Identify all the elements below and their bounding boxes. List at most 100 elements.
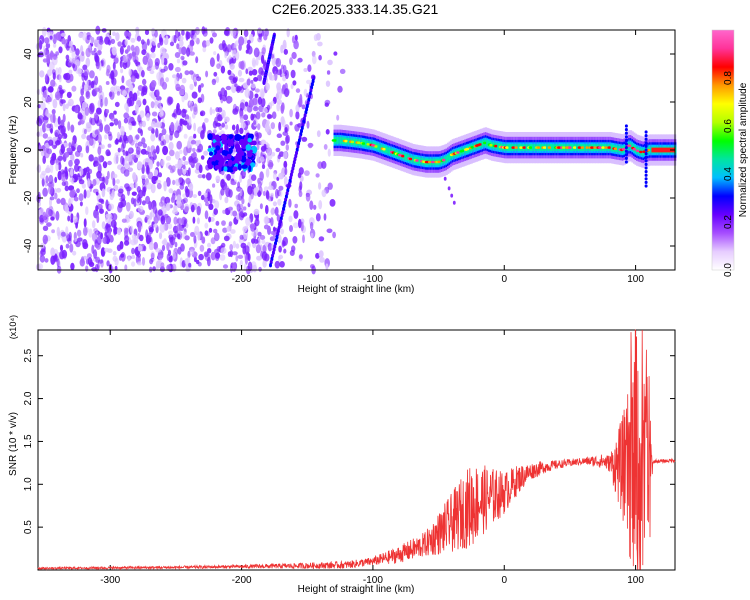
noise-blob bbox=[153, 241, 158, 250]
noise-blob bbox=[284, 69, 289, 80]
noise-blob bbox=[136, 194, 141, 204]
noise-blob bbox=[134, 104, 139, 112]
noise-blob bbox=[96, 36, 103, 41]
noise-blob bbox=[323, 144, 328, 150]
noise-blob bbox=[50, 216, 55, 221]
noise-blob bbox=[315, 252, 320, 259]
noise-blob bbox=[69, 154, 75, 162]
noise-blob bbox=[284, 167, 288, 176]
noise-blob bbox=[239, 118, 244, 124]
noise-blob bbox=[81, 133, 87, 140]
noise-blob bbox=[36, 164, 42, 173]
noise-blob bbox=[169, 168, 175, 174]
noise-blob bbox=[130, 75, 136, 83]
noise-blob bbox=[116, 131, 121, 140]
noise-blob bbox=[258, 266, 262, 272]
colorbar-tick-label: 0.0 bbox=[723, 263, 734, 277]
ridge-peak bbox=[494, 144, 498, 148]
noise-blob bbox=[325, 80, 331, 87]
noise-blob bbox=[46, 164, 50, 171]
noise-blob bbox=[256, 255, 262, 261]
bottom-y-tick-label: 2.5 bbox=[23, 348, 34, 362]
noise-blob bbox=[61, 37, 66, 45]
noise-blob bbox=[127, 256, 131, 262]
noise-blob bbox=[147, 145, 151, 153]
noise-blob bbox=[253, 47, 260, 58]
noise-blob bbox=[176, 140, 182, 150]
noise-blob bbox=[157, 254, 164, 259]
noise-blob bbox=[269, 236, 276, 242]
noise-blob bbox=[283, 160, 288, 169]
bottom-x-tick-label: -100 bbox=[363, 575, 383, 586]
noise-blob bbox=[146, 112, 150, 122]
noise-blob bbox=[199, 244, 205, 252]
noise-blob bbox=[230, 229, 236, 234]
noise-blob bbox=[114, 101, 120, 108]
noise-blob bbox=[150, 52, 156, 59]
noise-blob bbox=[55, 31, 62, 41]
noise-blob bbox=[115, 32, 120, 42]
top-y-tick-label: -20 bbox=[23, 190, 34, 205]
noise-blob bbox=[208, 203, 214, 210]
noise-blob bbox=[66, 91, 72, 99]
noise-blob bbox=[243, 29, 249, 37]
cluster-blob bbox=[238, 138, 246, 146]
noise-blob bbox=[167, 230, 174, 236]
noise-blob bbox=[58, 84, 63, 90]
noise-blob bbox=[251, 231, 257, 237]
noise-blob bbox=[136, 186, 141, 193]
noise-blob bbox=[220, 87, 226, 97]
noise-blob bbox=[266, 143, 270, 149]
noise-blob bbox=[122, 157, 125, 166]
noise-blob bbox=[102, 161, 108, 169]
noise-blob bbox=[65, 243, 70, 249]
ridge-peak bbox=[572, 146, 577, 149]
noise-blob bbox=[254, 88, 260, 93]
noise-blob bbox=[138, 223, 142, 233]
ridge-band bbox=[338, 137, 341, 144]
noise-blob bbox=[154, 58, 160, 66]
ridge-band bbox=[388, 147, 392, 155]
noise-blob bbox=[207, 248, 212, 254]
noise-blob bbox=[149, 258, 154, 265]
noise-blob bbox=[80, 152, 84, 158]
noise-blob bbox=[276, 91, 282, 100]
noise-blob bbox=[120, 130, 125, 137]
vertical-feature bbox=[644, 155, 648, 159]
noise-blob bbox=[245, 68, 249, 75]
ridge-peak bbox=[580, 146, 585, 149]
bottom-y-tick-label: 0.5 bbox=[23, 520, 34, 534]
noise-blob bbox=[177, 233, 181, 240]
noise-blob bbox=[191, 158, 198, 164]
noise-blob bbox=[327, 182, 333, 190]
noise-blob bbox=[283, 176, 288, 187]
noise-blob bbox=[146, 38, 150, 46]
noise-blob bbox=[294, 34, 298, 41]
noise-blob bbox=[152, 36, 157, 46]
noise-blob bbox=[60, 231, 66, 237]
noise-blob bbox=[110, 170, 115, 181]
noise-blob bbox=[155, 145, 160, 155]
top-y-tick-label: -40 bbox=[23, 238, 34, 253]
noise-blob bbox=[317, 41, 323, 47]
noise-blob bbox=[178, 89, 185, 96]
top-y-tick-label: 0 bbox=[23, 147, 34, 153]
noise-blob bbox=[186, 47, 191, 57]
noise-blob bbox=[253, 187, 259, 194]
vertical-feature bbox=[644, 159, 648, 163]
bottom-x-tick-label: -200 bbox=[232, 575, 252, 586]
noise-blob bbox=[201, 236, 206, 244]
noise-blob bbox=[294, 203, 299, 209]
noise-blob bbox=[97, 163, 102, 174]
ridge-band bbox=[412, 156, 415, 163]
noise-blob bbox=[154, 209, 158, 218]
noise-blob bbox=[283, 248, 287, 254]
ridge-band bbox=[497, 143, 500, 150]
noise-blob bbox=[253, 77, 259, 82]
noise-blob bbox=[227, 206, 233, 211]
noise-blob bbox=[137, 141, 143, 147]
vertical-feature bbox=[624, 131, 628, 135]
noise-blob bbox=[51, 152, 57, 161]
noise-blob bbox=[276, 214, 281, 222]
